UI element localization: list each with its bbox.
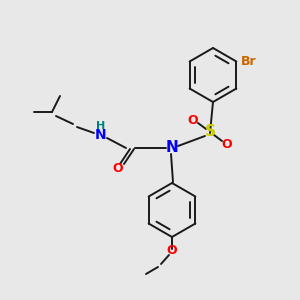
Text: N: N: [95, 128, 107, 142]
Text: O: O: [222, 137, 232, 151]
Text: O: O: [188, 113, 198, 127]
Text: N: N: [166, 140, 178, 155]
Text: O: O: [167, 244, 177, 257]
Text: Br: Br: [240, 55, 256, 68]
Text: H: H: [96, 121, 106, 131]
Text: S: S: [205, 124, 215, 140]
Text: O: O: [113, 161, 123, 175]
